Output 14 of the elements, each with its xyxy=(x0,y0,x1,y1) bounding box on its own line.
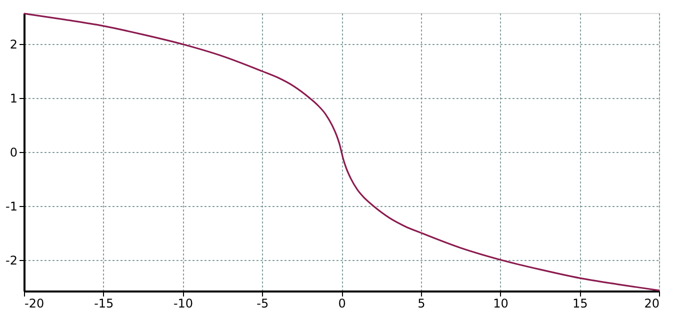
y-tick-label: 0 xyxy=(10,146,18,160)
x-tick-label: -20 xyxy=(24,296,44,310)
x-tick-label: 15 xyxy=(572,296,588,310)
y-tick-label: -2 xyxy=(6,253,18,268)
x-tick-label: 20 xyxy=(644,296,660,310)
x-tick-label: 0 xyxy=(338,296,346,310)
x-tick-label: -15 xyxy=(94,296,114,310)
x-tick-label: 5 xyxy=(418,296,426,310)
y-tick-label: -1 xyxy=(6,199,18,214)
y-tick-label: 1 xyxy=(10,92,18,106)
x-tick-label: -10 xyxy=(173,296,194,310)
x-tick-label: 10 xyxy=(493,296,508,310)
y-tick-label: 2 xyxy=(10,38,18,52)
x-tick-label: -5 xyxy=(256,296,269,310)
